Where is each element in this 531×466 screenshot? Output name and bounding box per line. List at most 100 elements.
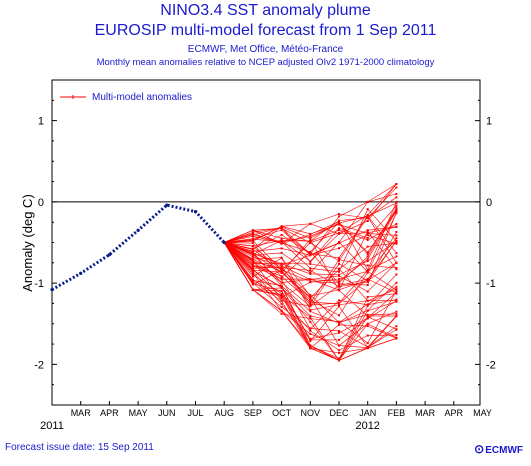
forecast-member-point xyxy=(280,225,283,228)
y-tick-label-right: 0 xyxy=(486,197,492,209)
forecast-member-point xyxy=(366,264,369,267)
forecast-member-point xyxy=(309,314,312,317)
forecast-member-point xyxy=(309,327,312,330)
forecast-member-point xyxy=(366,334,369,337)
forecast-member-point xyxy=(338,220,340,223)
forecast-member-point xyxy=(366,237,369,240)
forecast-member-point xyxy=(366,229,369,232)
y-tick-label-left: -2 xyxy=(34,359,44,371)
forecast-member-point xyxy=(338,219,340,222)
forecast-member-point xyxy=(251,288,254,291)
forecast-member-point xyxy=(309,281,312,284)
ecmwf-logo-icon: ⊙ xyxy=(474,442,485,456)
observed-point xyxy=(193,210,198,214)
forecast-member-point xyxy=(366,232,369,235)
x-tick-label: FEB xyxy=(388,408,406,418)
forecast-member-point xyxy=(309,305,312,308)
forecast-member-point xyxy=(309,308,312,311)
forecast-member-point xyxy=(366,238,369,241)
y-tick-label-left: -1 xyxy=(34,278,44,290)
forecast-member-point xyxy=(280,264,283,267)
x-tick-label: APR xyxy=(445,408,464,418)
forecast-member-point xyxy=(395,291,398,294)
forecast-member-line xyxy=(223,242,397,340)
forecast-member-point xyxy=(395,312,398,315)
forecast-member-point xyxy=(309,254,312,257)
forecast-member-point xyxy=(338,231,340,234)
logo-text: ECMWF xyxy=(485,445,523,456)
forecast-member-point xyxy=(280,237,283,240)
forecast-member-point xyxy=(366,313,369,316)
forecast-member-point xyxy=(366,200,369,203)
forecast-member-point xyxy=(280,289,283,292)
forecast-member-point xyxy=(366,234,369,237)
forecast-member-point xyxy=(338,270,340,273)
forecast-member-point xyxy=(366,284,369,287)
forecast-member-point xyxy=(251,252,254,255)
forecast-member-point xyxy=(309,339,312,342)
forecast-member-point xyxy=(395,273,398,276)
forecast-member-point xyxy=(309,303,312,306)
forecast-member-point xyxy=(251,242,254,245)
observed-point xyxy=(165,203,169,207)
forecast-member-point xyxy=(338,259,340,262)
forecast-member-point xyxy=(395,225,398,228)
forecast-member-point xyxy=(309,299,312,302)
forecast-member-point xyxy=(395,281,398,284)
forecast-member-point xyxy=(309,278,312,281)
forecast-member-point xyxy=(309,272,312,275)
issue-date: Forecast issue date: 15 Sep 2011 xyxy=(5,442,154,453)
x-tick-label: JAN xyxy=(359,408,376,418)
observed-point xyxy=(79,271,83,275)
forecast-member-point xyxy=(309,241,312,244)
forecast-member-point xyxy=(395,230,398,233)
forecast-member-point xyxy=(251,247,254,250)
forecast-member-point xyxy=(366,322,369,325)
forecast-member-point xyxy=(251,253,254,256)
forecast-member-point xyxy=(280,233,283,236)
forecast-member-point xyxy=(280,240,283,243)
forecast-member-point xyxy=(280,299,283,302)
x-tick-label: AUG xyxy=(214,408,234,418)
forecast-member-point xyxy=(251,264,254,267)
x-tick-label: APR xyxy=(100,408,119,418)
forecast-member-point xyxy=(395,234,398,237)
forecast-member-point xyxy=(251,260,254,263)
forecast-member-point xyxy=(309,240,312,243)
forecast-member-point xyxy=(280,269,283,272)
forecast-member-point xyxy=(309,235,312,238)
forecast-member-point xyxy=(338,222,340,225)
forecast-member-point xyxy=(251,231,254,234)
x-tick-label: MAR xyxy=(415,408,436,418)
forecast-member-point xyxy=(338,242,340,245)
forecast-member-point xyxy=(309,332,312,335)
x-axis-ticks: MAR APR MAY JUN JUL AUG SEP OCT NOV DEC JAN FEB MAR A… xyxy=(40,401,492,432)
forecast-member-point xyxy=(251,229,254,232)
forecast-member-point xyxy=(338,338,340,341)
forecast-member-point xyxy=(366,245,369,248)
forecast-member-point xyxy=(251,233,254,236)
forecast-member-point xyxy=(309,296,312,299)
forecast-member-point xyxy=(395,328,398,331)
description-text: Monthly mean anomalies relative to NCEP … xyxy=(96,57,435,68)
forecast-member-point xyxy=(338,320,340,323)
forecast-member-point xyxy=(309,271,312,274)
forecast-member-point xyxy=(338,285,340,288)
forecast-member-point xyxy=(338,289,340,292)
x-tick-label: NOV xyxy=(301,408,321,418)
forecast-member-point xyxy=(309,237,312,240)
forecast-member-point xyxy=(309,297,312,300)
forecast-member-line xyxy=(224,226,397,263)
x-tick-label: JUN xyxy=(158,408,176,418)
forecast-member-point xyxy=(395,261,398,264)
forecast-member-point xyxy=(366,253,369,256)
forecast-member-point xyxy=(366,251,369,254)
forecast-member-point xyxy=(395,186,398,189)
y-axis-ticks: 1 1 0 0 -1 -1 -2 -2 xyxy=(34,99,496,386)
x-tick-label: OCT xyxy=(272,408,292,418)
forecast-member-point xyxy=(280,293,283,296)
x-tick-label: DEC xyxy=(329,408,349,418)
forecast-member-point xyxy=(280,227,283,230)
forecast-member-point xyxy=(280,271,283,274)
forecast-member-point xyxy=(309,347,312,350)
